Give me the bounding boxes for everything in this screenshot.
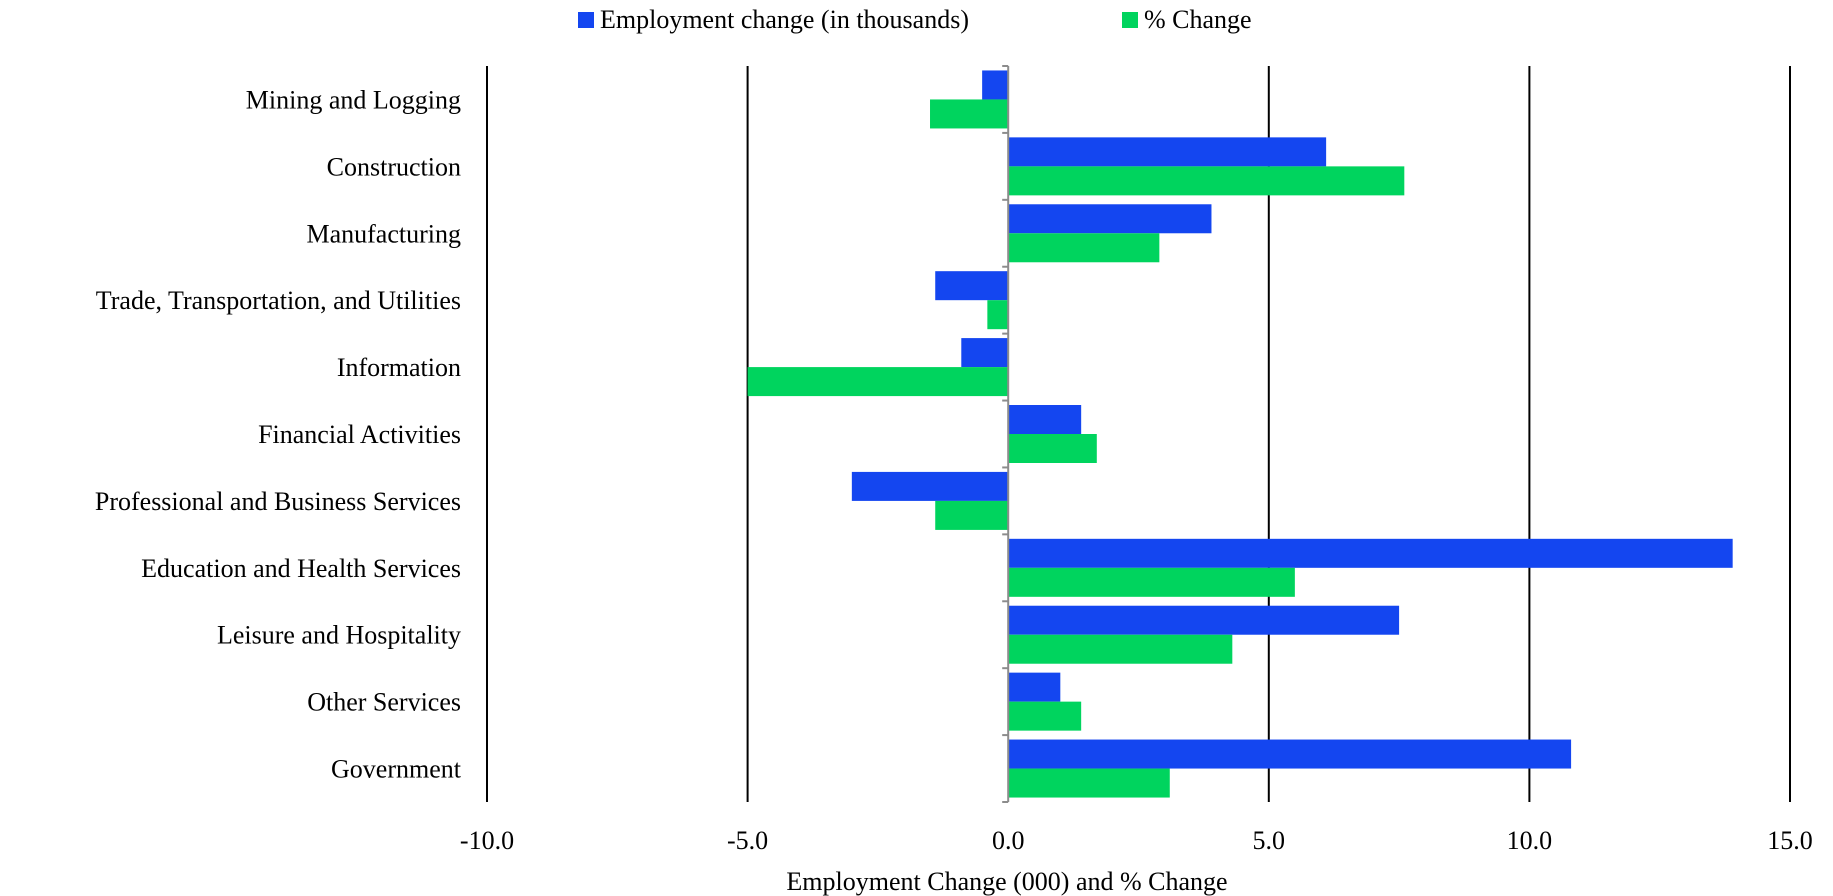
bars xyxy=(747,70,1733,798)
bar-employment-change xyxy=(961,338,1009,368)
x-tick-labels: -10.0 -5.0 0.0 5.0 10.0 15.0 xyxy=(460,826,1813,855)
bar-employment-change xyxy=(935,271,1009,301)
legend: Employment change (in thousands) % Chang… xyxy=(578,5,1252,34)
category-labels: Mining and Logging Construction Manufactur… xyxy=(95,85,462,783)
x-tick-label: 0.0 xyxy=(992,826,1025,855)
category-label: Financial Activities xyxy=(258,420,461,449)
bar-percent-change xyxy=(1008,768,1170,798)
bar-employment-change xyxy=(1008,605,1400,635)
bar-employment-change xyxy=(982,70,1009,100)
category-label: Information xyxy=(337,353,461,382)
bar-percent-change xyxy=(1008,233,1160,263)
bar-employment-change xyxy=(1008,739,1572,769)
x-tick-label: 5.0 xyxy=(1253,826,1286,855)
category-label: Education and Health Services xyxy=(141,554,461,583)
category-label: Mining and Logging xyxy=(246,85,461,114)
bar-employment-change xyxy=(1008,538,1733,568)
x-axis-title: Employment Change (000) and % Change xyxy=(786,867,1227,896)
bar-percent-change xyxy=(987,300,1009,330)
x-tick-label: 10.0 xyxy=(1507,826,1553,855)
legend-swatch-employment xyxy=(578,12,594,28)
x-tick-label: -10.0 xyxy=(460,826,514,855)
bar-percent-change xyxy=(1008,434,1097,463)
category-label: Government xyxy=(331,755,462,784)
bar-employment-change xyxy=(851,471,1009,501)
legend-swatch-percent xyxy=(1122,12,1138,28)
category-label: Trade, Transportation, and Utilities xyxy=(96,286,461,315)
bar-employment-change xyxy=(1008,405,1082,434)
category-label: Professional and Business Services xyxy=(95,487,461,516)
category-label: Other Services xyxy=(307,688,461,717)
bar-percent-change xyxy=(1008,634,1233,664)
category-label: Construction xyxy=(327,152,461,181)
bar-percent-change xyxy=(1008,567,1295,597)
bar-employment-change xyxy=(1008,137,1327,167)
legend-label-percent: % Change xyxy=(1144,5,1252,34)
bar-percent-change xyxy=(1008,166,1405,196)
x-tick-label: -5.0 xyxy=(727,826,768,855)
category-label: Leisure and Hospitality xyxy=(217,621,461,650)
bar-percent-change xyxy=(1008,701,1082,731)
bar-percent-change xyxy=(930,99,1009,129)
bar-percent-change xyxy=(935,500,1009,530)
category-label: Manufacturing xyxy=(306,219,461,248)
legend-label-employment: Employment change (in thousands) xyxy=(600,5,969,34)
x-tick-label: 15.0 xyxy=(1767,826,1813,855)
bar-employment-change xyxy=(1008,672,1061,702)
bar-employment-change xyxy=(1008,204,1212,234)
bar-percent-change xyxy=(747,367,1009,397)
y-axis xyxy=(1002,65,1010,803)
